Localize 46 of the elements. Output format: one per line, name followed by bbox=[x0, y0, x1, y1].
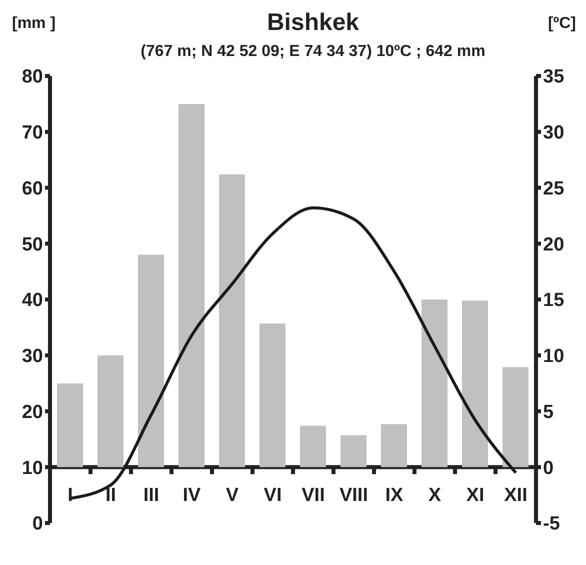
bar bbox=[57, 383, 83, 468]
y2-tick-label: 30 bbox=[543, 122, 564, 144]
chart-subtitle: (767 m; N 42 52 09; E 74 34 37) 10ºC ; 642 mm bbox=[140, 43, 486, 60]
y-tick-label: 30 bbox=[22, 346, 43, 368]
y2-tick-label: 0 bbox=[543, 458, 554, 479]
x-tick-label: I bbox=[68, 485, 73, 506]
bar bbox=[138, 254, 164, 468]
x-tick-label: VI bbox=[264, 485, 282, 506]
y-tick-label: 40 bbox=[22, 290, 43, 312]
y2-tick-label: 20 bbox=[543, 234, 564, 256]
y-tick-label: 60 bbox=[22, 178, 43, 200]
x-tick-label: III bbox=[143, 485, 160, 506]
bar bbox=[502, 367, 528, 468]
y-tick-label: 10 bbox=[22, 458, 43, 479]
x-tick-label: X bbox=[428, 485, 442, 506]
bar bbox=[178, 104, 204, 468]
x-tick-label: VIII bbox=[339, 485, 368, 506]
y2-tick-label: 5 bbox=[543, 402, 554, 423]
bar bbox=[260, 324, 286, 468]
y2-tick-label: 35 bbox=[543, 66, 565, 88]
bar bbox=[98, 355, 124, 468]
y-tick-label: 50 bbox=[22, 234, 43, 256]
y-tick-label: 20 bbox=[22, 402, 43, 423]
bar bbox=[462, 300, 488, 468]
x-tick-label: IV bbox=[182, 485, 202, 506]
y-axis-title: [mm ] bbox=[12, 15, 56, 32]
bar bbox=[219, 174, 245, 468]
y-tick-label: 0 bbox=[32, 514, 43, 535]
x-tick-label: XI bbox=[466, 485, 484, 506]
x-tick-label: VII bbox=[302, 485, 325, 506]
bar bbox=[300, 426, 326, 468]
bar bbox=[422, 300, 448, 468]
x-tick-label: XII bbox=[504, 485, 528, 506]
x-tick-label: II bbox=[105, 485, 116, 506]
y2-axis-title: [ºC] bbox=[548, 15, 576, 32]
y-tick-label: 70 bbox=[22, 122, 43, 144]
chart-title: Bishkek bbox=[266, 9, 360, 36]
y2-tick-label: 25 bbox=[543, 178, 565, 200]
y-tick-label: 80 bbox=[22, 66, 43, 88]
y2-tick-label: 15 bbox=[543, 290, 565, 312]
y2-tick-label: -5 bbox=[543, 514, 560, 535]
y2-tick-label: 10 bbox=[543, 346, 564, 368]
bar bbox=[340, 435, 366, 468]
x-tick-label: IX bbox=[385, 485, 404, 506]
x-tick-label: V bbox=[226, 485, 239, 506]
bar bbox=[381, 424, 407, 468]
